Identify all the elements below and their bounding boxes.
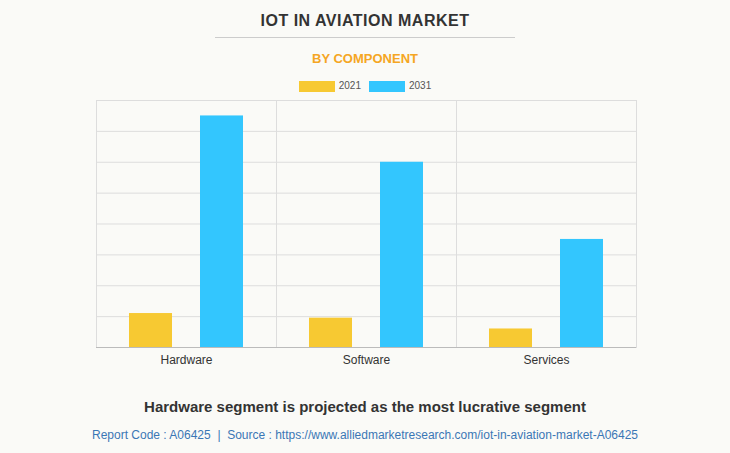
html-text:Hardware segment is projected: Hardware segment is projected as the mos… xyxy=(144,398,586,415)
svg-text:Software: Software xyxy=(343,353,391,367)
svg-text:Services: Services xyxy=(523,353,569,367)
html-text:Report Code : A06425 | Source: Report Code : A06425 | Source : https://… xyxy=(92,428,638,442)
html-text:2021: 2021 xyxy=(338,80,361,91)
html-text:BY COMPONENT: BY COMPONENT xyxy=(312,51,418,66)
html-text:IOT IN AVIATION MARKET: IOT IN AVIATION MARKET xyxy=(260,12,470,29)
svg-text:Hardware: Hardware xyxy=(160,353,212,367)
html-text:2031: 2031 xyxy=(409,80,432,91)
